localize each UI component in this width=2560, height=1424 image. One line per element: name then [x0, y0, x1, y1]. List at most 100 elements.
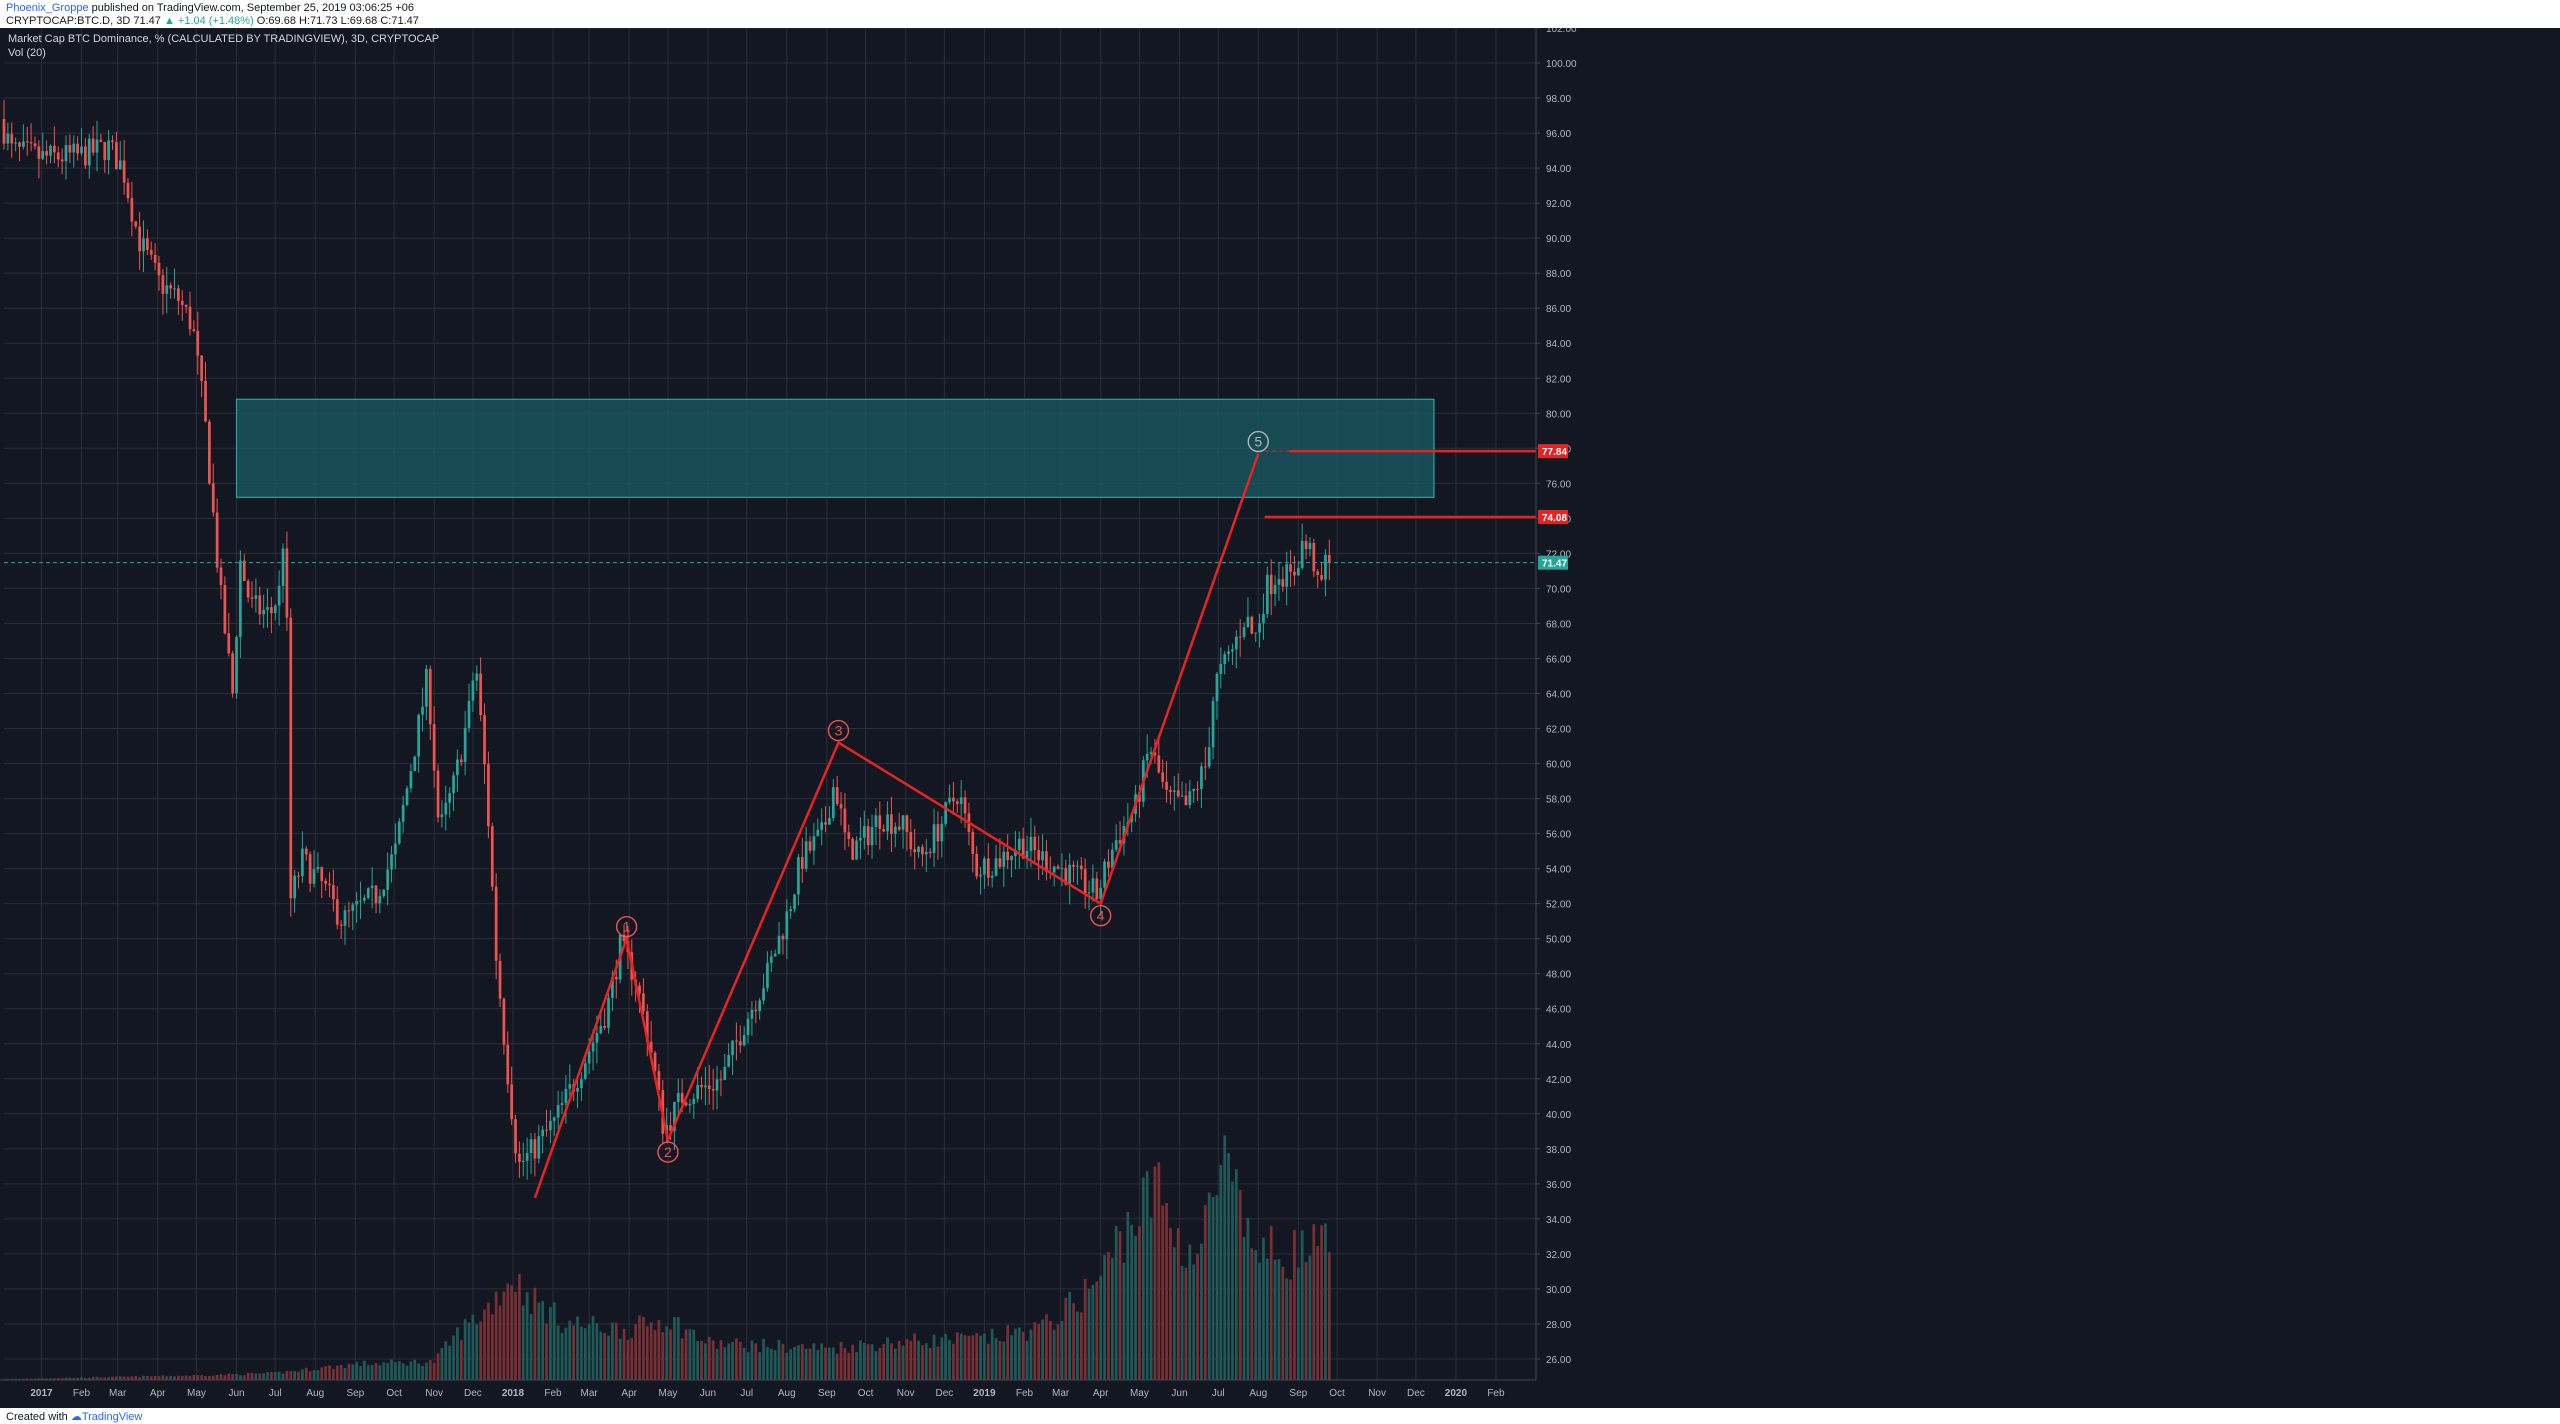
candle-body [180, 300, 184, 305]
candle-body [1258, 623, 1261, 633]
chart-container[interactable]: 1 2 3 4 5 26.00 28.00 30.00 32.00 34.00 36.00 38.00… [0, 28, 2560, 1408]
candle-body [1068, 864, 1072, 885]
volume-bar [1056, 1324, 1060, 1380]
candle-body [192, 329, 196, 331]
volume-bar [270, 1371, 273, 1380]
volume-bar [56, 1378, 60, 1380]
volume-bar [99, 1377, 103, 1380]
price-tick-label: 26.00 [1546, 1355, 1571, 1366]
candle-body [1149, 752, 1153, 754]
volume-bar [673, 1317, 676, 1380]
candle-body [1056, 866, 1060, 869]
candle-body [72, 143, 76, 153]
volume-bar [14, 1378, 17, 1380]
volume-bar [781, 1343, 785, 1380]
volume-bar [432, 1363, 436, 1380]
candle-body [339, 924, 343, 926]
candle-body [521, 1160, 525, 1162]
volume-bar [91, 1376, 95, 1380]
candle-body [1223, 654, 1227, 664]
time-tick-label: Dec [1407, 1388, 1425, 1399]
volume-bar [715, 1348, 719, 1380]
volume-bar [378, 1365, 382, 1380]
volume-bar [936, 1346, 940, 1380]
candle-body [1215, 673, 1219, 702]
volume-bar [979, 1335, 982, 1380]
candle-body [118, 160, 122, 170]
candle-body [161, 275, 165, 294]
candle-body [1242, 627, 1246, 637]
time-tick-label: Jun [1171, 1388, 1187, 1399]
volume-bar [808, 1348, 812, 1380]
volume-bar [1052, 1329, 1056, 1380]
volume-bar [692, 1329, 696, 1380]
candle-body [1014, 850, 1017, 857]
volume-bar [1277, 1258, 1281, 1380]
candle-body [1103, 861, 1106, 888]
candle-body [250, 597, 254, 599]
volume-bar [1172, 1247, 1176, 1380]
candle-body [1076, 865, 1079, 867]
candle-body [932, 824, 936, 854]
price-tick-label: 34.00 [1546, 1215, 1571, 1226]
time-tick-label: Nov [425, 1388, 443, 1399]
price-tick-label: 84.00 [1546, 339, 1571, 350]
candle-body [235, 637, 238, 694]
time-tick-label: Jul [740, 1388, 753, 1399]
candle-body [754, 1009, 758, 1012]
volume-bar [273, 1372, 277, 1380]
volume-bar [184, 1375, 188, 1380]
volume-bar [1002, 1341, 1006, 1380]
candle-body [1289, 564, 1292, 572]
time-tick-label: May [658, 1388, 677, 1399]
wave-marker-3: 3 [827, 719, 850, 742]
candle-body [432, 724, 436, 771]
candle-body [878, 815, 882, 829]
volume-bar [928, 1348, 932, 1380]
volume-bar [1207, 1192, 1211, 1380]
price-tick-label: 40.00 [1546, 1110, 1571, 1121]
volume-bar [1316, 1245, 1320, 1380]
volume-bar [1289, 1279, 1292, 1380]
volume-bar [285, 1371, 289, 1380]
volume-bar [680, 1338, 684, 1380]
volume-bar [277, 1371, 281, 1380]
candle-body [211, 483, 215, 513]
volume-bar [1215, 1195, 1219, 1380]
volume-bar [839, 1341, 843, 1380]
volume-bar [436, 1353, 440, 1380]
candle-body [270, 607, 273, 614]
chart-canvas[interactable]: 1 2 3 4 5 26.00 28.00 30.00 32.00 34.00 36.00 38.00… [0, 28, 2560, 1408]
grid [4, 28, 1536, 1380]
candle-body [866, 826, 870, 846]
candle-body [459, 759, 463, 763]
candle-body [673, 1101, 676, 1131]
price-tick-label: 56.00 [1546, 830, 1571, 841]
volume-bar [297, 1371, 300, 1380]
candle-body [320, 867, 324, 881]
volume-bar [1273, 1259, 1277, 1380]
volume-bar [1296, 1267, 1300, 1380]
volume-bar [618, 1338, 622, 1380]
candle-body [952, 797, 955, 802]
volume-bar [510, 1285, 514, 1380]
volume-bar [459, 1340, 463, 1380]
candle-body [537, 1136, 541, 1159]
candle-body [940, 823, 944, 842]
candle-body [1300, 540, 1304, 569]
tradingview-logo[interactable]: ☁TradingView [71, 1411, 143, 1423]
candle-body [1002, 851, 1006, 867]
author-link[interactable]: Phoenix_Groppe [6, 2, 89, 14]
volume-bar [1304, 1261, 1308, 1380]
volume-bar [793, 1346, 796, 1380]
candle-body [680, 1092, 684, 1103]
candle-body [762, 988, 765, 1001]
volume-bar [537, 1302, 541, 1380]
price-tick-label: 86.00 [1546, 304, 1571, 315]
candle-body [347, 910, 351, 912]
candle-body [157, 262, 161, 276]
volume-bar [471, 1314, 475, 1380]
candle-body [1041, 851, 1044, 861]
candle-body [1060, 867, 1064, 869]
candle-body [890, 814, 893, 834]
